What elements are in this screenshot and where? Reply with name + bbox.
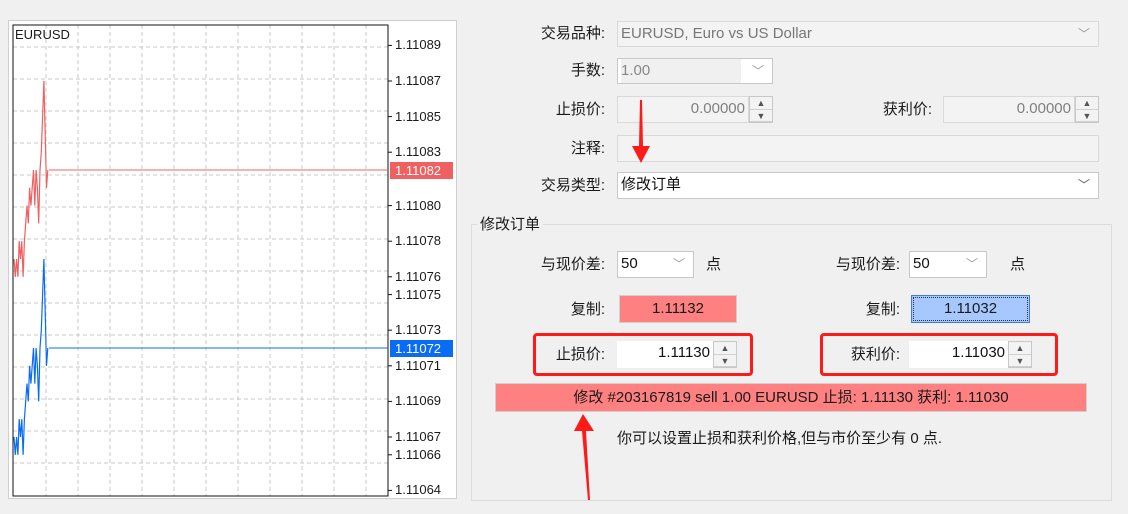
price-label: 1.11076 [395,268,442,284]
sl-price-input[interactable]: 1.11130 [617,341,713,368]
modify-order-button[interactable]: 修改 #203167819 sell 1.00 EURUSD 止损: 1.111… [495,383,1087,412]
tp-diff-label: 与现价差: [835,256,900,273]
arrow-down-icon[interactable]: ▼ [714,355,736,367]
volume-label: 手数: [570,62,605,79]
tp-price-input[interactable]: 1.11030 [909,341,1008,368]
price-label: 1.11080 [395,197,442,213]
chevron-down-icon: ﹀ [751,64,764,78]
chevron-down-icon: ﹀ [1077,27,1090,41]
ask-line [13,80,49,277]
volume-select[interactable]: 1.00 ﹀ [617,58,773,84]
price-label: 1.11089 [395,37,442,53]
tp-diff-select[interactable]: 50 ﹀ [909,251,987,278]
sl-highlight [533,333,753,376]
bid-line [13,258,49,455]
chart-canvas [12,24,392,497]
price-label: 1.11083 [395,144,442,160]
tp-copy-label: 复制: [865,301,900,318]
price-label: 1.11071 [395,357,442,373]
tp-diff-value: 50 [913,255,930,272]
tp-price-label: 获利价: [850,346,900,363]
chevron-down-icon: ﹀ [672,257,685,271]
hint-text: 你可以设置止损和获利价格,但与市价至少有 0 点. [617,430,943,447]
sl-spinner[interactable]: ▲ ▼ [749,96,773,123]
arrow-up-icon[interactable]: ▲ [750,97,772,110]
type-label: 交易类型: [540,177,605,194]
sl-copy-label: 复制: [570,301,605,318]
price-label: 1.11067 [395,429,442,444]
chevron-down-icon: ﹀ [1077,178,1090,192]
tp-price-spinner[interactable]: ▲ ▼ [1008,341,1032,368]
arrow-down-icon[interactable]: ▼ [1076,110,1098,122]
bid-price-tag: 1.11072 [390,340,453,357]
sl-diff-value: 50 [621,255,638,272]
group-title: 修改订单 [477,214,544,236]
price-label: 1.11078 [395,233,442,249]
arrow-down-icon[interactable]: ▼ [750,110,772,122]
type-value: 修改订单 [621,176,682,193]
tp-highlight [820,333,1058,376]
comment-input[interactable] [617,135,1099,162]
price-label: 1.11066 [395,446,442,462]
volume-value: 1.00 [621,59,741,83]
price-label: 1.11069 [395,393,442,409]
chart-symbol: EURUSD [15,27,70,42]
tp-label: 获利价: [882,101,932,118]
tp-input[interactable]: 0.00000 [943,96,1075,123]
symbol-select[interactable]: EURUSD, Euro vs US Dollar ﹀ [617,21,1099,47]
modify-group [471,224,1112,501]
symbol-value: EURUSD, Euro vs US Dollar [621,25,812,42]
arrow-down-icon[interactable]: ▼ [1009,355,1031,367]
sl-diff-label: 与现价差: [540,256,605,273]
symbol-label: 交易品种: [540,25,605,42]
ask-price-tag: 1.11082 [390,162,453,179]
type-select[interactable]: 修改订单 ﹀ [617,172,1099,199]
tp-copy-button[interactable]: 1.11032 [911,295,1030,323]
arrow-up-icon[interactable]: ▲ [1076,97,1098,110]
price-label: 1.11073 [395,322,442,338]
chart-frame [12,24,389,497]
points-unit: 点 [1010,256,1026,273]
tp-spinner[interactable]: ▲ ▼ [1075,96,1099,123]
price-label: 1.11085 [395,108,442,124]
sl-label: 止损价: [555,101,605,118]
arrow-up-icon[interactable]: ▲ [1009,342,1031,355]
sl-diff-select[interactable]: 50 ﹀ [617,251,694,278]
arrow-up-icon[interactable]: ▲ [714,342,736,355]
chevron-down-icon: ﹀ [965,257,978,271]
price-label: 1.11087 [395,73,442,88]
price-label: 1.11064 [395,482,442,498]
sl-input[interactable]: 0.00000 [617,96,749,123]
sl-copy-button[interactable]: 1.11132 [619,295,737,323]
points-unit: 点 [706,256,722,273]
sl-price-label: 止损价: [555,346,605,363]
price-label: 1.11075 [395,286,442,302]
sl-price-spinner[interactable]: ▲ ▼ [713,341,737,368]
comment-label: 注释: [570,140,605,157]
price-chart[interactable]: EURUSD 1.11089 1.11087 1.11085 1.11083 1.110… [8,20,457,499]
